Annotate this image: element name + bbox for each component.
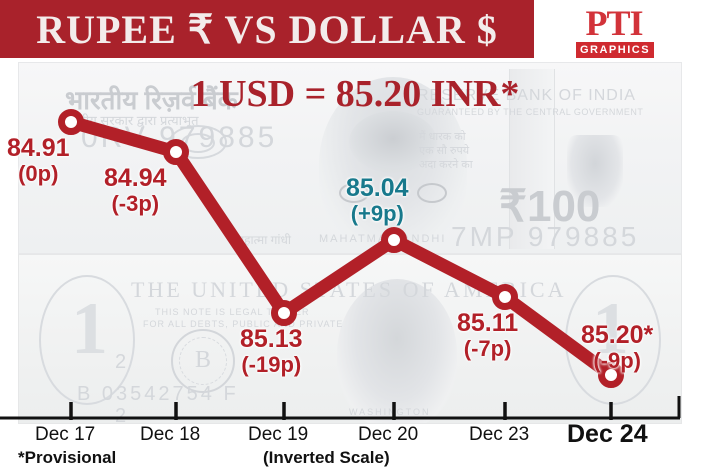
footnote-provisional: *Provisional: [18, 448, 117, 467]
data-point-change: (+9p): [350, 201, 404, 226]
x-axis-tick-label: Dec 23: [469, 424, 530, 445]
gandhi-portrait: [319, 77, 467, 252]
headline-rate: 1 USD = 85.20 INR*: [190, 73, 520, 115]
chart-line-segment: [64, 115, 183, 159]
inr-text-gandhi-hi: महात्मा गांधी: [237, 233, 291, 247]
inr-text-reserve-bank: RESERVE BANK OF INDIA: [417, 87, 636, 104]
data-point-label: 84.91 (0p): [7, 136, 70, 185]
data-point-value: 85.20*: [581, 321, 654, 349]
inr-denomination: ₹100: [499, 182, 601, 231]
header-banner: RUPEE ₹ VS DOLLAR $: [0, 0, 534, 58]
chart-point-marker[interactable]: [58, 109, 84, 135]
chart-line-segment: [387, 233, 512, 304]
pti-logo-subtitle: GRAPHICS: [576, 42, 654, 58]
data-point-label: 85.04 (+9p): [346, 176, 409, 225]
data-point-value: 85.11: [457, 309, 519, 337]
inr-serial-right: 7MP 979885: [451, 221, 640, 252]
usd-text-washington: WASHINGTON: [349, 407, 431, 417]
chart-line-segment: [277, 233, 401, 320]
inr-text-hindi-1: भारतीय रिज़र्व बैंक: [65, 85, 238, 115]
chart-line-series: [64, 115, 618, 382]
gandhi-spectacles-icon: [339, 183, 447, 205]
x-axis-tick-label: Dec 24: [567, 420, 648, 448]
data-point-change: (-7p): [463, 336, 512, 361]
usd-treasury-seal-icon: [171, 329, 235, 393]
usd-numeral-left: 1: [71, 288, 108, 370]
inr-security-strip: [509, 69, 555, 249]
data-point-change: (-19p): [241, 352, 302, 377]
inr-text-promise-3: अदा करने का: [419, 159, 473, 171]
data-point-value: 84.91: [7, 134, 70, 162]
inr-text-promise-1: मैं धारक को: [419, 131, 466, 143]
chart-point-marker[interactable]: [492, 284, 518, 310]
data-point-label: 85.20* (-9p): [581, 323, 653, 372]
usd-text-legal-1: THIS NOTE IS LEGAL TENDER: [155, 307, 310, 317]
pti-logo: PTI GRAPHICS: [572, 4, 656, 60]
x-axis-tick-label: Dec 19: [248, 424, 309, 445]
data-point-label: 85.11 (-7p): [457, 311, 518, 360]
usd-serial: B 03542754 F: [77, 383, 239, 405]
chart-markers: [58, 109, 624, 388]
usd-digit-a: 2: [115, 351, 127, 373]
x-axis-tick-label: Dec 17: [35, 424, 96, 445]
data-point-value: 85.04: [346, 174, 409, 202]
ashoka-emblem-icon: [567, 135, 623, 207]
chart-x-axis: [0, 396, 681, 420]
header-title: RUPEE ₹ VS DOLLAR $: [36, 6, 498, 52]
usd-numeral-right: 1: [592, 288, 629, 370]
chart-point-marker[interactable]: [598, 362, 624, 388]
pti-logo-mark: PTI: [572, 4, 656, 42]
data-point-value: 84.94: [104, 164, 167, 192]
data-point-change: (-3p): [111, 191, 160, 216]
background-inr-banknote: भारतीय रिज़र्व बैंक केन्द्रीय सरकार द्वा…: [18, 62, 682, 254]
washington-portrait: [337, 279, 457, 423]
data-point-change: (-9p): [593, 348, 641, 373]
usd-ornament-left: [39, 275, 135, 405]
inr-text-promise-2: एक सौ रुपये: [419, 145, 470, 157]
data-point-change: (0p): [18, 161, 59, 186]
inr-text-guarantee: GUARANTEED BY THE CENTRAL GOVERNMENT: [417, 107, 644, 117]
data-point-label: 85.13 (-19p): [240, 327, 303, 376]
footnote-inverted-scale: (Inverted Scale): [263, 448, 390, 467]
data-point-label: 84.94 (-3p): [104, 166, 167, 215]
chart-line-segment: [498, 290, 618, 382]
chart-point-marker[interactable]: [163, 139, 189, 165]
x-axis-tick-label: Dec 18: [140, 424, 201, 445]
usd-seal-letter: B: [195, 347, 212, 373]
x-axis-tick-label: Dec 20: [358, 424, 419, 445]
usd-digit-b: 2: [115, 405, 127, 424]
chart-line-segment: [169, 145, 291, 320]
chart-point-marker[interactable]: [271, 300, 297, 326]
chart-point-marker[interactable]: [381, 227, 407, 253]
data-point-value: 85.13: [240, 325, 303, 353]
usd-text-legal-2: FOR ALL DEBTS, PUBLIC AND PRIVATE: [143, 319, 344, 329]
